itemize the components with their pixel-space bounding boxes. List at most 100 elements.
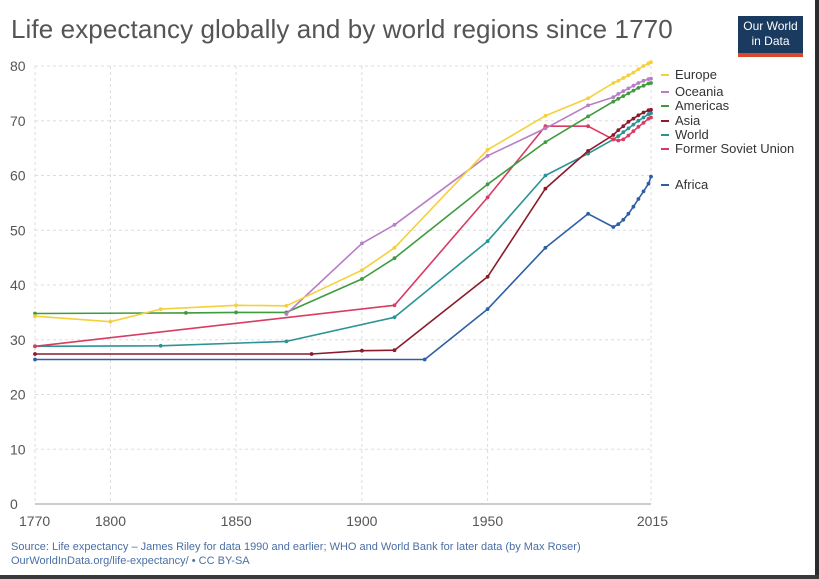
legend-label-asia: Asia xyxy=(675,113,701,128)
y-tick-label-60: 60 xyxy=(10,168,26,184)
y-tick-label-40: 40 xyxy=(10,277,26,293)
point-asia-1880 xyxy=(309,352,314,356)
point-europe-1870 xyxy=(284,303,289,308)
legend-label-africa: Africa xyxy=(675,177,709,192)
point-americas-2012 xyxy=(641,83,646,88)
point-former-soviet-union-2000 xyxy=(611,137,616,142)
point-world-2008 xyxy=(631,122,636,127)
point-former-soviet-union-1913 xyxy=(392,303,397,308)
point-oceania-1973 xyxy=(543,126,548,131)
point-world-2004 xyxy=(621,130,626,135)
point-americas-1913 xyxy=(392,256,397,261)
point-europe-2012 xyxy=(641,64,646,68)
point-europe-1850 xyxy=(234,303,239,308)
point-europe-1820 xyxy=(158,307,163,311)
point-world-2015 xyxy=(649,111,653,115)
point-europe-1900 xyxy=(360,268,364,273)
point-oceania-1990 xyxy=(586,103,590,108)
point-africa-2006 xyxy=(626,211,631,216)
point-asia-2010 xyxy=(636,113,641,118)
point-asia-2012 xyxy=(641,110,646,115)
legend-label-former-soviet-union: Former Soviet Union xyxy=(675,141,794,156)
point-europe-2002 xyxy=(616,78,621,83)
point-africa-2002 xyxy=(616,222,621,227)
series-line-oceania xyxy=(285,77,652,315)
point-oceania-2004 xyxy=(621,89,626,94)
point-americas-1950 xyxy=(485,182,490,187)
point-americas-1850 xyxy=(234,310,239,315)
legend-label-oceania: Oceania xyxy=(675,84,724,99)
source-line-1: Source: Life expectancy – James Riley fo… xyxy=(11,541,581,553)
point-oceania-2010 xyxy=(636,81,641,85)
point-world-1950 xyxy=(485,239,490,244)
point-former-soviet-union-2004 xyxy=(621,137,626,142)
source-line-2[interactable]: OurWorldInData.org/life-expectancy/ • CC… xyxy=(11,555,250,567)
point-former-soviet-union-2006 xyxy=(626,133,631,138)
legend-label-americas: Americas xyxy=(675,98,730,113)
x-tick-label-2015: 2015 xyxy=(637,513,668,529)
point-europe-2006 xyxy=(626,73,631,78)
series-line-world xyxy=(34,112,652,348)
point-americas-2000 xyxy=(611,99,616,104)
point-americas-2002 xyxy=(616,96,621,101)
point-asia-1900 xyxy=(360,348,364,353)
point-americas-1900 xyxy=(360,277,364,281)
point-world-2012 xyxy=(641,115,646,120)
point-africa-1770 xyxy=(33,357,37,362)
point-africa-2004 xyxy=(621,217,626,222)
point-oceania-1950 xyxy=(485,153,490,158)
point-americas-2006 xyxy=(626,91,631,96)
point-asia-2008 xyxy=(631,116,636,121)
point-americas-1770 xyxy=(33,311,37,316)
point-africa-2012 xyxy=(641,189,646,194)
point-africa-2008 xyxy=(631,204,636,209)
point-africa-2010 xyxy=(636,197,641,201)
y-tick-label-80: 80 xyxy=(10,58,26,74)
point-former-soviet-union-2010 xyxy=(636,124,641,129)
point-former-soviet-union-2012 xyxy=(641,121,646,125)
point-asia-2000 xyxy=(611,133,616,137)
point-europe-2004 xyxy=(621,76,626,80)
point-world-1870 xyxy=(284,339,289,344)
logo-accent-bar xyxy=(738,53,803,57)
y-tick-label-50: 50 xyxy=(10,222,26,238)
point-oceania-1870 xyxy=(284,312,289,316)
point-europe-1770 xyxy=(33,314,37,319)
point-africa-2014 xyxy=(646,181,651,186)
legend-label-europe: Europe xyxy=(675,67,717,82)
series-line-former-soviet-union xyxy=(34,116,652,348)
point-europe-2008 xyxy=(631,70,636,75)
point-oceania-2008 xyxy=(631,83,636,88)
point-europe-1990 xyxy=(586,96,590,101)
series-line-asia xyxy=(35,109,652,355)
point-former-soviet-union-1990 xyxy=(586,124,590,129)
point-africa-2000 xyxy=(611,225,616,229)
point-americas-1973 xyxy=(543,140,548,145)
owid-logo[interactable]: Our World in Data xyxy=(738,16,803,57)
point-africa-2015 xyxy=(649,174,653,179)
point-africa-1973 xyxy=(543,245,548,250)
point-europe-1913 xyxy=(392,245,397,250)
point-asia-2002 xyxy=(616,128,621,133)
point-asia-1973 xyxy=(543,186,548,191)
point-asia-2004 xyxy=(621,124,626,129)
source-note: Source: Life expectancy – James Riley fo… xyxy=(11,540,581,568)
point-americas-1990 xyxy=(586,114,590,119)
point-world-2010 xyxy=(636,118,641,123)
point-oceania-2000 xyxy=(611,95,616,100)
logo-line1: Our World xyxy=(743,19,798,33)
point-oceania-2002 xyxy=(616,92,621,96)
point-africa-1950 xyxy=(485,307,490,311)
x-tick-label-1850: 1850 xyxy=(221,513,252,529)
x-tick-label-1900: 1900 xyxy=(346,513,377,529)
point-world-1913 xyxy=(392,315,397,320)
logo-line2: in Data xyxy=(751,34,790,48)
point-asia-1950 xyxy=(485,274,490,279)
point-asia-1913 xyxy=(392,348,397,353)
point-oceania-2006 xyxy=(626,86,631,91)
point-oceania-2015 xyxy=(649,76,653,81)
point-oceania-2012 xyxy=(641,78,646,83)
point-world-1973 xyxy=(543,173,548,178)
y-tick-label-0: 0 xyxy=(10,496,18,512)
y-tick-label-30: 30 xyxy=(10,332,26,348)
